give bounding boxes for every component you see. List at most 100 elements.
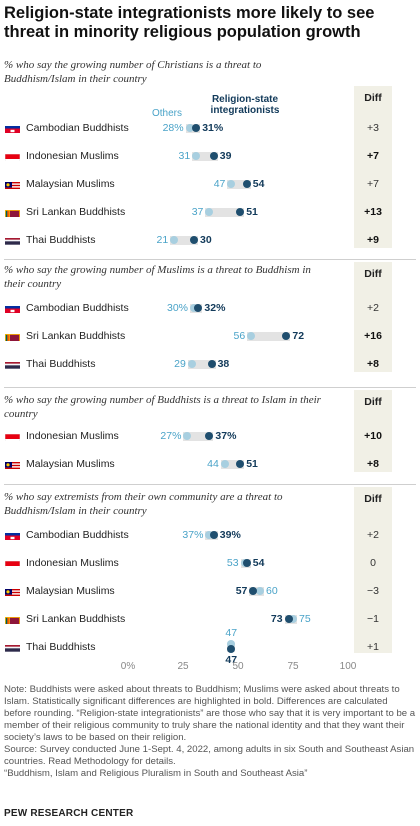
- integrationists-dot: [242, 180, 251, 188]
- diff-value: +10: [364, 430, 382, 442]
- malaysia-flag: [5, 459, 20, 469]
- diff-value: −3: [367, 585, 379, 597]
- others-dot: [247, 332, 256, 340]
- indonesia-flag: [5, 558, 20, 568]
- integrationists-dot: [194, 304, 203, 312]
- row-label: Indonesian Muslims: [26, 430, 119, 442]
- others-dot: [192, 152, 201, 160]
- gap-bar: [220, 459, 245, 469]
- malaysia-flag-graphic: [5, 182, 20, 189]
- diff-column: [354, 262, 392, 372]
- integrationists-value: 51: [246, 206, 258, 218]
- integrationists-value: 51: [246, 458, 258, 470]
- diff-value: +2: [367, 302, 379, 314]
- others-dot: [183, 432, 192, 440]
- report-title: “Buddhism, Islam and Religious Pluralism…: [4, 768, 308, 779]
- diff-value: +8: [367, 358, 379, 370]
- cambodia-flag-graphic: [5, 126, 20, 133]
- x-tick-label: 0%: [120, 661, 136, 672]
- srilanka-flag-graphic: [5, 210, 20, 217]
- row-label: Malaysian Muslims: [26, 178, 115, 190]
- gap-bar: [227, 179, 251, 189]
- others-value: 47: [213, 178, 226, 190]
- thailand-flag-graphic: [5, 238, 20, 245]
- diff-header: Diff: [364, 268, 382, 280]
- malaysia-flag: [5, 586, 20, 596]
- row-label: Malaysian Muslims: [26, 458, 115, 470]
- diff-value: +13: [364, 206, 382, 218]
- x-tick-label: 25: [177, 661, 189, 672]
- others-dot: [256, 587, 264, 595]
- malaysia-flag-graphic: [5, 462, 20, 469]
- cambodia-flag-graphic: [5, 533, 20, 540]
- others-dot: [170, 236, 179, 244]
- others-dot: [185, 124, 194, 132]
- cambodia-flag: [5, 303, 20, 313]
- indonesia-flag-graphic: [5, 433, 20, 441]
- legend-others: Others: [152, 108, 183, 119]
- indonesia-flag: [5, 151, 20, 161]
- integrationists-value: 72: [292, 330, 305, 342]
- diff-header: Diff: [364, 396, 382, 408]
- integrationists-value: 54: [252, 557, 265, 569]
- integrationists-value: 57: [235, 585, 248, 597]
- integrationists-dot: [209, 531, 218, 539]
- integrationists-dot: [236, 208, 245, 216]
- cambodia-flag: [5, 123, 20, 133]
- integrationists-dot: [249, 587, 258, 595]
- x-tick-label: 50: [232, 661, 244, 672]
- integrationists-dot: [190, 236, 198, 244]
- panel-subtitle: % who say extremists from their own comm…: [4, 491, 283, 517]
- others-value: 47: [225, 627, 238, 639]
- srilanka-flag: [5, 207, 20, 217]
- diff-value: +7: [367, 178, 379, 190]
- diff-column: [354, 487, 392, 653]
- others-dot: [220, 460, 229, 468]
- integrationists-dot: [242, 559, 251, 567]
- integrationists-dot: [284, 615, 293, 623]
- integrationists-value: 54: [252, 178, 265, 190]
- others-value: 53: [226, 557, 239, 569]
- panel-subtitle: % who say the growing number of Muslims …: [4, 264, 311, 290]
- integrationists-value: 38: [217, 358, 230, 370]
- integrationists-value: 39: [219, 150, 232, 162]
- diff-column: [354, 86, 392, 248]
- indonesia-flag: [5, 431, 20, 441]
- srilanka-flag: [5, 614, 20, 624]
- thailand-flag: [5, 642, 20, 652]
- thailand-flag: [5, 359, 20, 369]
- diff-value: +1: [367, 641, 379, 653]
- gap-bar: [205, 207, 245, 217]
- panel-subtitle: % who say the growing number of Buddhist…: [4, 394, 321, 420]
- diff-value: +16: [364, 330, 382, 342]
- diff-value: +2: [367, 529, 379, 541]
- panel-separator: [4, 259, 416, 260]
- diff-value: −1: [367, 613, 379, 625]
- others-dot: [190, 304, 198, 312]
- diff-value: +8: [367, 458, 379, 470]
- others-value: 28%: [162, 122, 184, 134]
- panel-subtitle: % who say the growing number of Christia…: [4, 59, 262, 85]
- others-value: 60: [266, 585, 278, 597]
- others-dot: [205, 531, 214, 539]
- integrationists-value: 31%: [202, 122, 224, 134]
- others-value: 56: [233, 330, 246, 342]
- diff-column: [354, 390, 392, 472]
- malaysia-flag: [5, 179, 20, 189]
- integrationists-dot: [192, 124, 201, 132]
- integrationists-value: 47: [225, 654, 238, 666]
- others-dot: [289, 615, 297, 623]
- others-value: 31: [178, 150, 191, 162]
- thailand-flag-graphic: [5, 362, 20, 369]
- pew-logo-text: PEW RESEARCH CENTER: [4, 808, 134, 819]
- footnotes: Note: Buddhists were asked about threats…: [4, 684, 416, 780]
- gap-bar: [170, 235, 198, 245]
- indonesia-flag-graphic: [5, 153, 20, 161]
- others-dot: [227, 640, 236, 648]
- diff-header: Diff: [364, 493, 382, 505]
- row-label: Sri Lankan Buddhists: [26, 206, 126, 218]
- integrationists-dot: [236, 460, 245, 468]
- others-value: 21: [156, 234, 169, 246]
- row-label: Thai Buddhists: [26, 641, 96, 653]
- indonesia-flag-graphic: [5, 560, 20, 568]
